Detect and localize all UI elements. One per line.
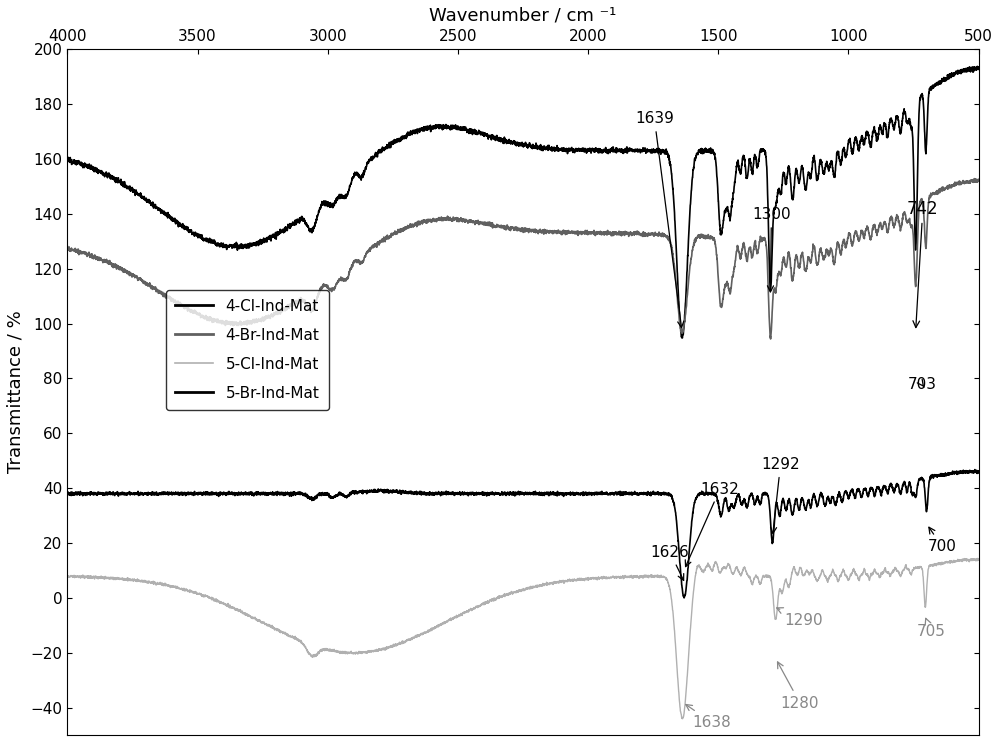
5-Br-Ind-Mat <box>973 467 985 476</box>
4-Cl-Ind-Mat <box>676 333 688 342</box>
Text: 1639: 1639 <box>635 111 684 328</box>
Y-axis label: Transmittance / %: Transmittance / % <box>7 311 25 473</box>
Text: 703: 703 <box>908 378 937 393</box>
Text: 1280: 1280 <box>778 662 819 711</box>
5-Br-Ind-Mat <box>457 489 469 498</box>
Legend: 4-Cl-Ind-Mat, 4-Br-Ind-Mat, 5-Cl-Ind-Mat, 5-Br-Ind-Mat: 4-Cl-Ind-Mat, 4-Br-Ind-Mat, 5-Cl-Ind-Mat… <box>166 290 329 410</box>
Text: 1626: 1626 <box>651 545 689 580</box>
4-Cl-Ind-Mat <box>61 156 73 165</box>
5-Br-Ind-Mat <box>61 487 73 496</box>
Text: 1300: 1300 <box>752 207 791 292</box>
5-Br-Ind-Mat <box>678 594 690 603</box>
5-Cl-Ind-Mat <box>956 556 968 565</box>
Line: 4-Cl-Ind-Mat: 4-Cl-Ind-Mat <box>67 66 979 338</box>
4-Br-Ind-Mat <box>403 222 415 231</box>
5-Cl-Ind-Mat <box>973 554 985 563</box>
5-Br-Ind-Mat <box>813 496 825 505</box>
4-Cl-Ind-Mat <box>187 229 199 237</box>
5-Br-Ind-Mat <box>187 490 199 499</box>
4-Br-Ind-Mat <box>813 253 825 262</box>
5-Cl-Ind-Mat <box>677 715 689 723</box>
4-Br-Ind-Mat <box>973 176 985 185</box>
5-Br-Ind-Mat <box>956 467 968 476</box>
Line: 4-Br-Ind-Mat: 4-Br-Ind-Mat <box>67 179 979 339</box>
5-Cl-Ind-Mat <box>61 571 73 580</box>
4-Br-Ind-Mat <box>956 178 968 187</box>
5-Br-Ind-Mat <box>763 502 775 510</box>
4-Br-Ind-Mat <box>457 215 469 224</box>
Text: 1638: 1638 <box>686 704 731 730</box>
5-Cl-Ind-Mat <box>403 634 415 643</box>
4-Cl-Ind-Mat <box>763 266 775 275</box>
5-Cl-Ind-Mat <box>813 574 825 582</box>
Text: 1290: 1290 <box>777 608 823 628</box>
Line: 5-Br-Ind-Mat: 5-Br-Ind-Mat <box>67 470 979 598</box>
X-axis label: Wavenumber / cm ⁻¹: Wavenumber / cm ⁻¹ <box>429 7 617 25</box>
Text: 705: 705 <box>917 618 946 640</box>
Text: 1632: 1632 <box>685 482 739 567</box>
Line: 5-Cl-Ind-Mat: 5-Cl-Ind-Mat <box>67 559 979 719</box>
4-Br-Ind-Mat <box>765 335 777 344</box>
4-Cl-Ind-Mat <box>956 66 968 75</box>
Text: 742: 742 <box>907 200 939 327</box>
5-Br-Ind-Mat <box>969 465 981 474</box>
5-Cl-Ind-Mat <box>971 554 983 563</box>
4-Cl-Ind-Mat <box>813 167 825 176</box>
4-Cl-Ind-Mat <box>457 122 469 131</box>
4-Cl-Ind-Mat <box>403 131 415 139</box>
4-Cl-Ind-Mat <box>973 63 985 72</box>
5-Cl-Ind-Mat <box>457 608 469 617</box>
4-Cl-Ind-Mat <box>971 62 983 70</box>
5-Br-Ind-Mat <box>403 489 415 498</box>
4-Br-Ind-Mat <box>61 242 73 251</box>
4-Br-Ind-Mat <box>763 315 775 324</box>
4-Br-Ind-Mat <box>187 307 199 316</box>
5-Cl-Ind-Mat <box>187 588 199 597</box>
Text: 700: 700 <box>928 528 957 554</box>
4-Br-Ind-Mat <box>968 174 980 183</box>
Text: 1292: 1292 <box>761 457 800 533</box>
5-Cl-Ind-Mat <box>763 573 775 582</box>
